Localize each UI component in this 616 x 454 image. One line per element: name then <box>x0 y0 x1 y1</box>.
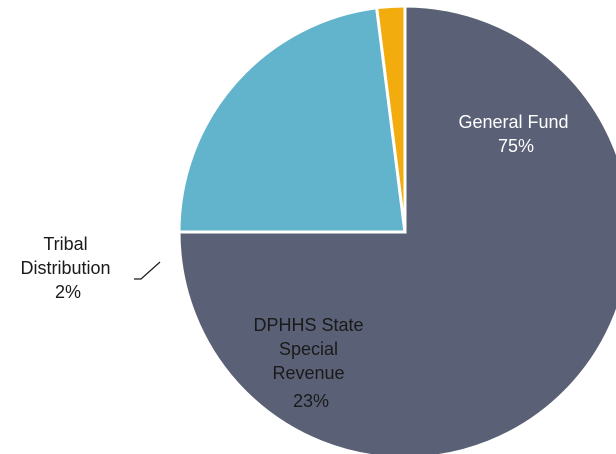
tribal-label: Tribal Distribution 2% <box>20 234 115 302</box>
pie-slice-dphhs-state-special-revenue <box>177 6 407 234</box>
tribal-leader-line <box>134 261 161 280</box>
general-fund-label: General Fund 75% <box>458 112 573 156</box>
pie-labels: General Fund 75% DPHHS State Special Rev… <box>20 112 573 411</box>
dphhs-label-line-2: Special <box>279 339 338 359</box>
tribal-value-label: 2% <box>55 282 81 302</box>
dphhs-label-line-3: Revenue <box>272 363 344 383</box>
pie-slice-general-fund <box>177 4 616 454</box>
general-fund-label-line: General Fund <box>458 112 568 132</box>
dphhs-label: DPHHS State Special Revenue 23% <box>253 315 368 411</box>
dphhs-value-label: 23% <box>293 391 329 411</box>
pie-slice-tribal-distribution <box>374 4 407 233</box>
tribal-label-line-1: Tribal <box>43 234 87 254</box>
pie-slices <box>177 4 616 454</box>
tribal-label-line-2: Distribution <box>20 258 110 278</box>
dphhs-label-line-1: DPHHS State <box>253 315 363 335</box>
general-fund-value-label: 75% <box>498 136 534 156</box>
